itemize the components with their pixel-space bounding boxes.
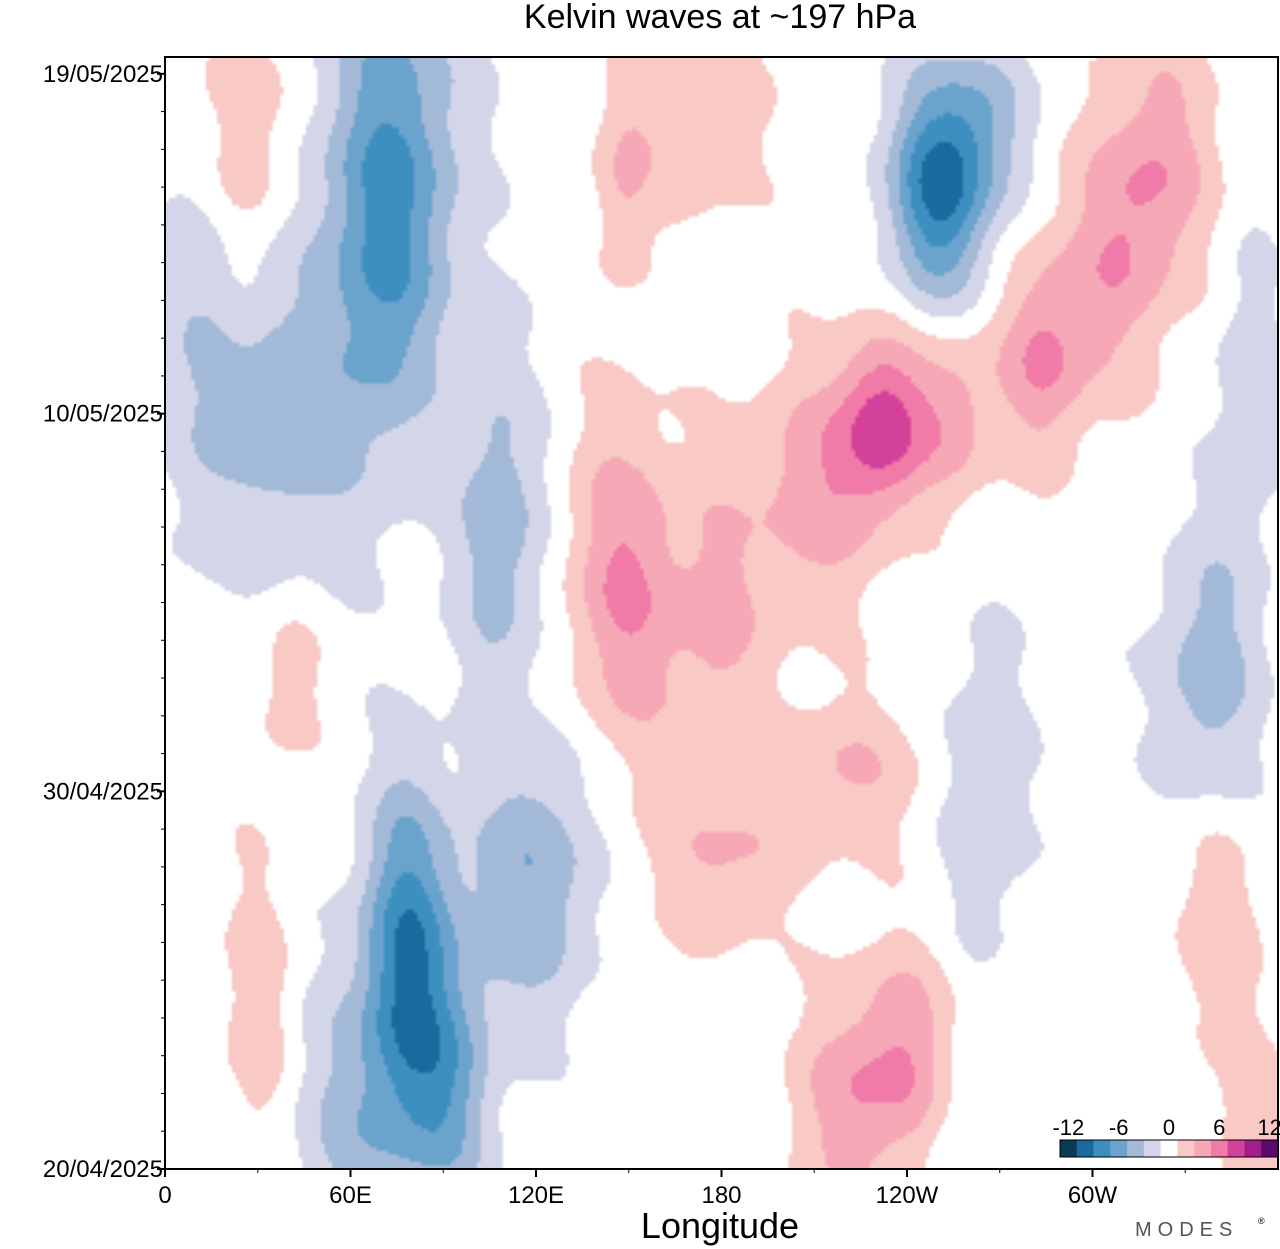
- colorbar-swatch: [1210, 1140, 1229, 1157]
- y-tick-label: 10/05/2025: [43, 401, 163, 428]
- colorbar-swatch: [1060, 1140, 1078, 1157]
- colorbar-tick-label: 12: [1257, 1115, 1280, 1140]
- x-tick-label: 0: [158, 1182, 171, 1209]
- chart-title: Kelvin waves at ~197 hPa: [524, 0, 916, 36]
- y-tick-label: 30/04/2025: [43, 778, 163, 805]
- y-tick-label: 19/05/2025: [43, 61, 163, 88]
- colorbar-swatch: [1227, 1140, 1245, 1157]
- heatmap-field: [165, 57, 1278, 1169]
- colorbar-swatch: [1244, 1140, 1262, 1157]
- colorbar-swatch: [1143, 1140, 1162, 1157]
- x-axis-label: Longitude: [641, 1205, 799, 1246]
- svg-text:MODES: MODES: [1135, 1219, 1238, 1241]
- colorbar-swatch: [1261, 1140, 1279, 1157]
- x-tick-label: 120W: [876, 1182, 939, 1209]
- svg-text:®: ®: [1258, 1216, 1265, 1226]
- colorbar-tick-label: 0: [1163, 1115, 1175, 1140]
- colorbar-swatch: [1093, 1140, 1111, 1157]
- x-tick-label: 60W: [1068, 1182, 1118, 1209]
- x-tick-label: 60E: [329, 1182, 372, 1209]
- colorbar-frame: [1059, 1139, 1279, 1158]
- colorbar-swatch: [1160, 1140, 1178, 1157]
- colorbar-swatch: [1177, 1140, 1195, 1157]
- colorbar: -12 -6 0 6 12: [1052, 1115, 1280, 1158]
- colorbar-tick-label: -12: [1052, 1115, 1084, 1140]
- colorbar-tick-label: -6: [1109, 1115, 1129, 1140]
- x-tick-label: 180: [701, 1182, 741, 1209]
- x-axis: 0 60E 120E 180 120W 60W: [158, 1169, 1186, 1209]
- colorbar-swatch: [1127, 1140, 1145, 1157]
- y-tick-label: 20/04/2025: [43, 1156, 163, 1183]
- colorbar-swatch: [1076, 1140, 1095, 1157]
- colorbar-swatch: [1110, 1140, 1128, 1157]
- y-axis: 20/04/2025 30/04/2025 10/05/2025 19/05/2025: [43, 61, 165, 1183]
- modes-logo: MODES ®: [1135, 1216, 1265, 1241]
- colorbar-tick-label: 6: [1213, 1115, 1225, 1140]
- colorbar-swatch: [1194, 1140, 1212, 1157]
- x-tick-label: 120E: [508, 1182, 564, 1209]
